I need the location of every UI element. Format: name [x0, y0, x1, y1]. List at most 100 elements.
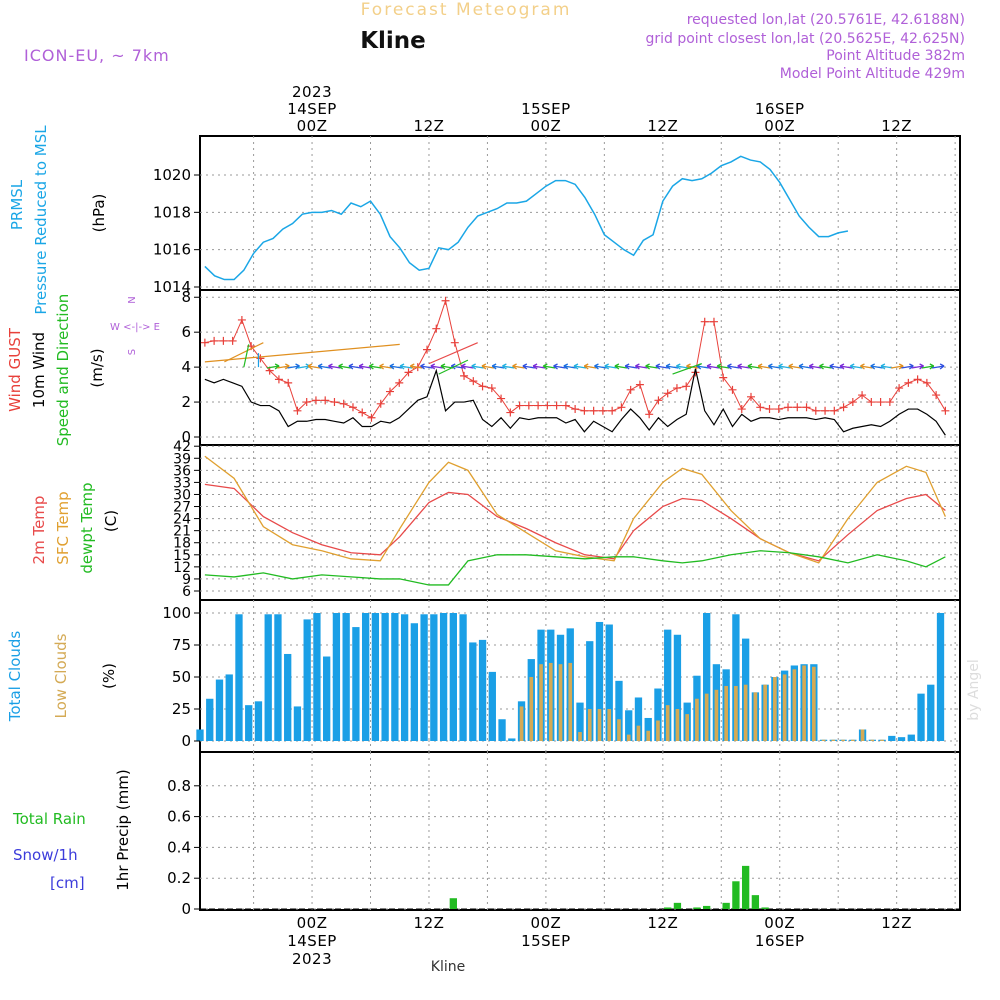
total-cloud-bar: [595, 621, 604, 741]
wind-direction-arrow: [573, 363, 587, 370]
wind-direction-arrow: [317, 363, 331, 370]
total-cloud-bar: [284, 653, 292, 741]
y-tick-label: 25: [172, 700, 191, 718]
wind-gust-marker: [682, 382, 691, 391]
y-tick-label: 2: [181, 393, 191, 411]
wind-direction-arrow: [491, 363, 505, 370]
wind-gust-marker: [626, 385, 635, 394]
rain-legend: Total Rain: [12, 810, 86, 828]
pressure-label: PRMSL: [8, 179, 26, 230]
wind-direction-arrow: [604, 363, 617, 370]
point-altitude: Point Altitude 382m: [826, 48, 965, 64]
y-tick-label: 30: [173, 487, 191, 503]
wind-gust-marker: [348, 403, 357, 412]
total-cloud-bar: [323, 656, 331, 741]
tsfc-label: SFC Temp: [54, 491, 72, 564]
total-cloud-bar: [732, 614, 740, 741]
total-cloud-bar: [936, 613, 945, 741]
wind-gust-marker: [293, 406, 302, 415]
time-label-top: 12Z: [881, 117, 912, 135]
wind-gust-marker: [765, 405, 774, 414]
temp-line-2m: [204, 483, 946, 562]
low-cloud-bar: [841, 739, 845, 741]
total-cloud-bar: [391, 613, 399, 741]
wind-direction-arrow: [614, 363, 628, 370]
wind-direction-arrow: [461, 363, 474, 370]
wind-direction-arrow: [921, 363, 935, 370]
y-tick-label: 12: [173, 560, 191, 576]
y-tick-label: 39: [173, 451, 191, 467]
wind-direction-arrow: [399, 363, 413, 370]
low-cloud-bar: [880, 739, 884, 741]
wind-direction-arrow: [839, 363, 853, 370]
panel-frame-pressure: [199, 135, 961, 291]
wind-gust-marker: [885, 398, 894, 407]
y-tick-label: 100: [162, 604, 191, 622]
wind-direction-arrow: [798, 363, 812, 370]
low-cloud-bar: [850, 739, 855, 741]
wind-direction-arrow: [808, 363, 822, 370]
wind-direction-arrow: [901, 363, 914, 370]
total-cloud-bar: [410, 623, 419, 741]
y-tick-label: 15: [173, 548, 191, 564]
wind-gust-marker: [302, 398, 311, 407]
wind-gust-marker: [774, 405, 783, 414]
total-cloud-bar: [361, 613, 370, 741]
total-cloud-bar: [342, 613, 350, 741]
total-cloud-bar: [352, 627, 360, 741]
time-label-bottom: 00Z: [764, 914, 795, 932]
y-tick-label: 0: [181, 428, 191, 446]
wind-direction-arrow: [675, 363, 689, 370]
low-cloud-bar: [597, 709, 602, 741]
y-tick-label: 1020: [153, 166, 191, 184]
wind-gust-marker: [617, 403, 626, 412]
wind-gust-marker: [867, 398, 876, 407]
total-cloud-bar: [293, 706, 302, 741]
cloud-unit: (%): [100, 663, 118, 689]
wind-gust-marker: [524, 401, 533, 410]
y-tick-label: 1016: [153, 241, 191, 259]
wind-gust-marker: [441, 296, 450, 305]
wind-direction-arrow: [389, 363, 402, 370]
temp-line-sfc: [204, 455, 946, 564]
low-cloud-label: Low Clouds: [52, 633, 70, 718]
wind-direction-arrow: [634, 363, 648, 370]
low-cloud-bar: [695, 698, 699, 741]
total-cloud-bar: [927, 684, 935, 741]
low-cloud-bar: [773, 677, 777, 741]
wind-direction-arrow: [307, 363, 321, 370]
axes-layer: 1014101610181020024686912151821242730333…: [153, 83, 912, 968]
wind-gust-marker: [913, 375, 922, 384]
wind-gust-marker: [330, 398, 339, 407]
y-tick-label: 36: [173, 463, 191, 479]
wind-direction-arrow: [409, 363, 423, 370]
wind-direction-arrow: [645, 363, 658, 370]
low-cloud-bar: [519, 706, 524, 741]
wind-label: 10m Wind: [30, 332, 48, 408]
wind-direction-arrow: [368, 363, 382, 370]
gridlines: [200, 136, 960, 910]
y-tick-label: 24: [173, 512, 191, 528]
wind-gust-marker: [802, 403, 811, 412]
wind-dir-label: Speed and Direction: [54, 294, 72, 447]
y-tick-label: 0: [181, 732, 191, 750]
time-label-top: 16SEP: [755, 100, 805, 118]
wind-direction-arrow: [860, 363, 873, 370]
low-cloud-bar: [617, 719, 621, 741]
footer-location: Kline: [431, 959, 465, 975]
time-label-top: 2023: [292, 83, 332, 101]
time-label-top: 00Z: [764, 117, 795, 135]
low-cloud-bar: [870, 739, 875, 741]
temp-line-dewpt: [204, 550, 946, 586]
wind-direction-arrow: [501, 363, 515, 370]
total-cloud-bar: [235, 614, 243, 741]
wind-direction-arrow: [747, 363, 761, 370]
location-title: Kline: [360, 28, 426, 54]
precip-bar: [722, 902, 730, 909]
precip-bar: [741, 865, 750, 909]
wind-direction-arrow: [911, 363, 925, 370]
pressure-line: [204, 155, 849, 281]
wind-gust-marker: [858, 391, 867, 400]
wind-direction-arrow: [829, 363, 842, 370]
